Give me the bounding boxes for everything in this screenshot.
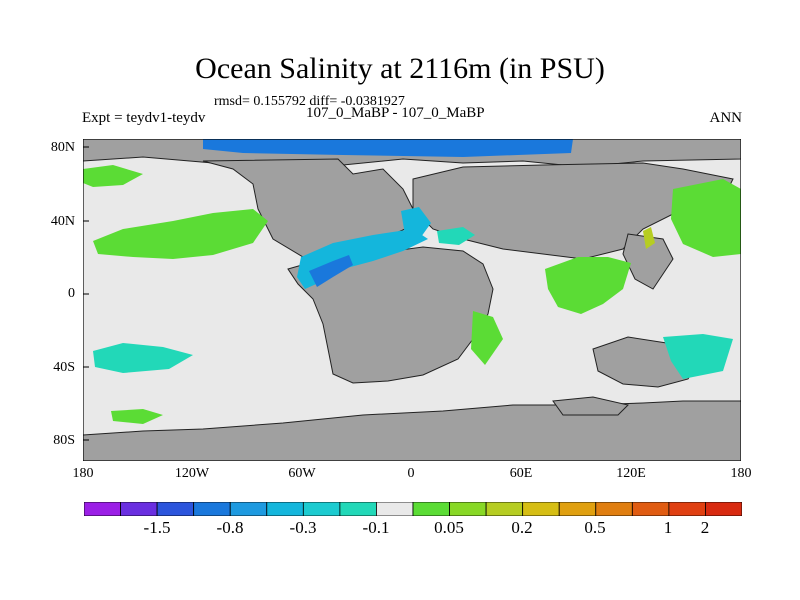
stats-text: rmsd= 0.155792 diff= -0.0381927: [214, 94, 405, 109]
island-south: [552, 396, 629, 416]
colorbar-swatch: [302, 502, 341, 516]
southern-pacific-salty: [111, 409, 163, 424]
mid-atlantic-fresh-core: [309, 255, 353, 287]
colorbar-swatch: [449, 502, 487, 516]
north-pacific-salty: [93, 209, 268, 259]
colorbar-swatch: [376, 502, 414, 516]
colorbar-swatch: [595, 502, 633, 516]
south-indian-fresh: [663, 334, 733, 379]
season-label: ANN: [709, 110, 743, 126]
colorbar-label: 0.5: [584, 518, 606, 537]
indian-salty: [545, 257, 631, 314]
colorbar-swatch: [631, 502, 670, 516]
colorbar-label: 2: [700, 518, 710, 537]
lon-label-120e: 120E: [616, 466, 646, 481]
colorbar-label: -1.5: [143, 518, 171, 537]
lat-label-80s: 80S: [53, 433, 75, 448]
colorbar-label: 0.05: [434, 518, 464, 537]
colorbar-label: 1: [663, 518, 673, 537]
colorbar-swatch: [193, 502, 231, 516]
experiment-label: Expt = teydv1-teydv: [82, 110, 206, 126]
lon-label-60w: 60W: [288, 466, 316, 481]
colorbar-swatch: [668, 502, 706, 516]
atlantic-salty: [471, 311, 503, 365]
colorbar-swatch: [522, 502, 560, 516]
colorbar-swatch: [485, 502, 524, 516]
colorbar-swatch: [120, 502, 158, 516]
map-title: Ocean Salinity at 2116m (in PSU): [195, 52, 605, 85]
north-fresh-patch: [401, 207, 431, 237]
lon-label-180e: 180: [730, 466, 752, 481]
pacific-east-salty: [671, 179, 741, 257]
colorbar-swatch: [412, 502, 450, 516]
lon-label-120w: 120W: [174, 466, 210, 481]
lon-label-0: 0: [407, 466, 415, 481]
salty-anomalies: [83, 165, 741, 424]
small-salty-core: [643, 227, 655, 249]
lon-label-180w: 180: [72, 466, 94, 481]
med-fresh-patch: [437, 227, 475, 245]
colorbar: [84, 502, 742, 516]
lat-ticks: [83, 146, 89, 441]
pacific-salty-west: [83, 165, 143, 187]
colorbar-label: 0.2: [511, 518, 533, 537]
india-block: [622, 233, 674, 290]
experiment-name: 107_0_MaBP - 107_0_MaBP: [306, 105, 485, 121]
colorbar-label: -0.3: [289, 518, 317, 537]
colorbar-swatch: [156, 502, 195, 516]
arctic-fresh-band: [203, 139, 573, 157]
fresh-anomalies: [93, 139, 733, 379]
colorbar-swatch: [705, 502, 742, 516]
lat-label-40n: 40N: [50, 214, 75, 229]
colorbar-label: -0.8: [216, 518, 244, 537]
antarctica: [83, 400, 741, 461]
salinity-map: [83, 139, 741, 461]
colorbar-label: -0.1: [362, 518, 390, 537]
colorbar-swatch: [266, 502, 304, 516]
lat-label-40s: 40S: [53, 360, 75, 375]
colorbar-swatch: [339, 502, 377, 516]
lon-label-60e: 60E: [509, 466, 533, 481]
colorbar-swatch: [558, 502, 597, 516]
lat-label-0: 0: [68, 286, 75, 301]
lat-label-80n: 80N: [50, 140, 75, 155]
colorbar-swatch: [84, 502, 121, 516]
south-pacific-fresh: [93, 343, 193, 373]
colorbar-swatch: [229, 502, 268, 516]
